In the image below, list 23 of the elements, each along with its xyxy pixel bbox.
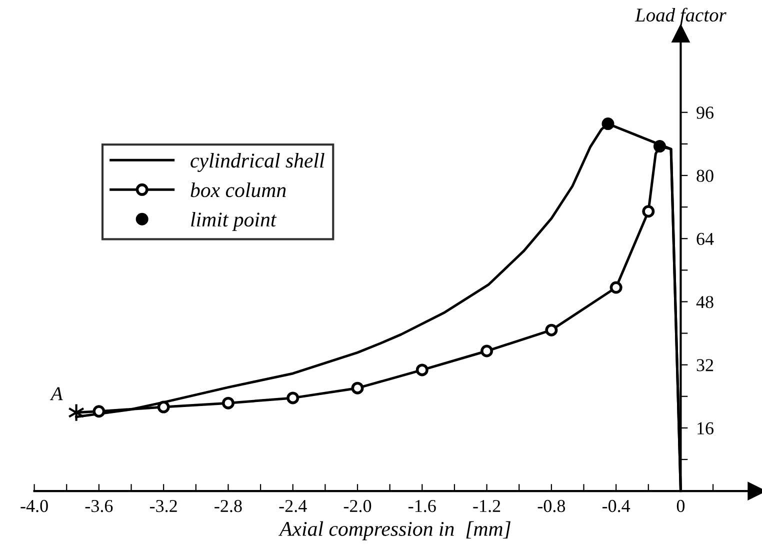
legend-label: limit point — [191, 212, 277, 231]
x-tick-label: -0.8 — [538, 500, 566, 512]
x-tick-label: -4.0 — [20, 500, 48, 512]
x-tick-label: -2.8 — [214, 500, 242, 512]
y-tick-label: 32 — [696, 359, 714, 372]
legend-label: box column — [190, 182, 286, 198]
y-tick-label: 64 — [696, 232, 714, 246]
x-tick-label: -1.2 — [473, 500, 500, 512]
legend-label: cylindrical shell — [190, 153, 324, 172]
x-tick-label: -3.6 — [85, 500, 113, 512]
x-tick-label: -1.6 — [408, 500, 436, 512]
annotation: A — [50, 387, 63, 400]
y-tick-label: 48 — [696, 296, 714, 308]
y-tick-label: 96 — [696, 106, 714, 119]
x-tick-label: -3.2 — [150, 500, 177, 512]
x-tick-label: -0.4 — [602, 500, 630, 512]
y-tick-label: 80 — [696, 170, 714, 182]
x-tick-label: -2.4 — [279, 500, 307, 512]
y-tick-label: 16 — [698, 422, 714, 434]
x-tick-label: 0 — [676, 500, 685, 512]
x-tick-label: -2.0 — [344, 500, 372, 512]
y-axis-title: Load factor — [634, 8, 726, 26]
x-axis-title: Axial compression in [mm] — [278, 521, 510, 540]
